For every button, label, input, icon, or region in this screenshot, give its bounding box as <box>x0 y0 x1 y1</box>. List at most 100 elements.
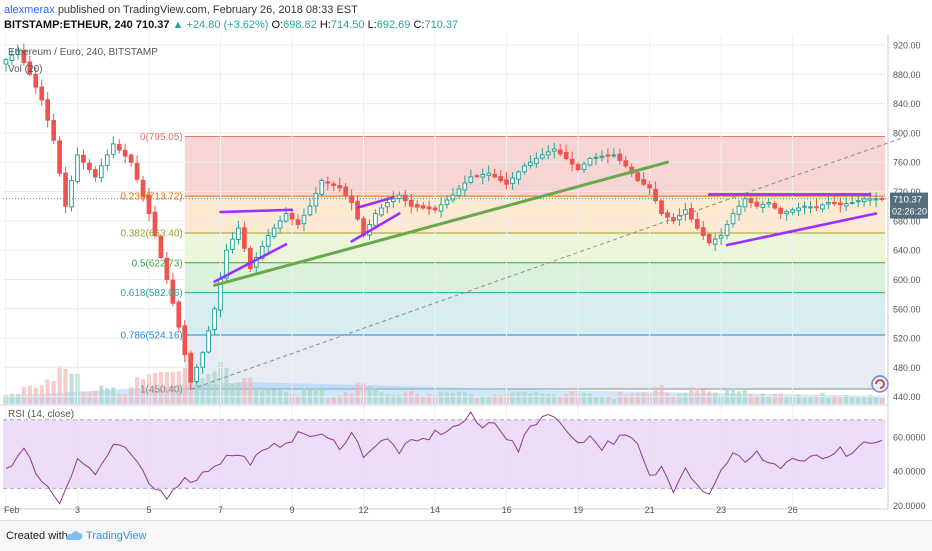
candle-body <box>33 73 39 88</box>
high-label: H: <box>319 19 331 31</box>
tradingview-brand[interactable]: TradingView <box>86 530 147 542</box>
candle-body <box>700 227 706 236</box>
fib-level-label: 0.786(524.16) <box>120 331 182 342</box>
volume-bar <box>421 396 426 404</box>
rsi-tick-label: 40.0000 <box>893 467 926 477</box>
candle-body <box>831 201 837 205</box>
volume-bar <box>796 394 801 404</box>
fibonacci-labels: 0(795.05) 0.236(713.72) 0.382(663.40) 0.5(6… <box>120 132 182 396</box>
candle-body <box>194 366 200 382</box>
replay-icon[interactable] <box>871 375 889 393</box>
time-axis[interactable]: Feb 3 5 7 9 12 14 16 19 21 23 26 <box>0 505 888 515</box>
volume-bar <box>170 371 175 404</box>
candle-body <box>182 325 188 356</box>
candle-body <box>665 212 670 218</box>
candle-body <box>313 192 319 207</box>
volume-bar <box>736 391 742 404</box>
volume-bar <box>516 392 521 404</box>
candle-body <box>563 151 569 160</box>
candle-body <box>814 206 819 209</box>
price-candles[interactable] <box>3 43 885 390</box>
volume-bars <box>3 362 885 404</box>
volume-bar <box>242 377 247 404</box>
candle-body <box>146 194 152 215</box>
time-tick-label: 21 <box>645 505 655 515</box>
volume-bar <box>850 396 855 404</box>
time-tick-label: Feb <box>4 505 20 515</box>
volume-bar <box>689 387 694 404</box>
candle-body <box>647 184 652 189</box>
volume-bar <box>135 377 140 404</box>
candle-body <box>516 171 521 180</box>
volume-bar <box>570 391 575 404</box>
candle-body <box>414 204 420 208</box>
volume-bar <box>33 387 38 404</box>
volume-bar <box>587 393 593 404</box>
price-change: +24.80 (+3.62%) <box>186 19 269 31</box>
candle-body <box>611 154 617 157</box>
candle-body <box>587 158 593 166</box>
volume-bar <box>63 368 68 404</box>
candle-body <box>635 172 641 182</box>
candle-body <box>778 207 784 215</box>
author-link[interactable]: alexmerax <box>4 4 55 16</box>
volume-bar <box>444 392 450 404</box>
volume-ma-area <box>3 382 885 404</box>
volume-bar <box>313 388 318 404</box>
candle-body <box>808 206 813 209</box>
candle-body <box>510 177 515 184</box>
candle-body <box>87 162 92 171</box>
candle-body <box>474 175 480 178</box>
volume-bar <box>641 392 646 404</box>
candle-body <box>51 120 57 141</box>
fib-zone <box>184 335 885 390</box>
purple-trendline <box>213 242 288 283</box>
candle-body <box>742 198 748 208</box>
candle-body <box>295 219 301 225</box>
candle-body <box>802 205 807 208</box>
volume-bar <box>325 398 330 404</box>
candle-body <box>176 301 182 328</box>
candle-body <box>528 161 533 167</box>
low-label: L: <box>367 19 377 31</box>
price-axis[interactable]: 920.00 880.00 840.00 800.00 760.00 720.00 680.… <box>887 34 926 511</box>
rsi-label: RSI (14, close) <box>8 409 74 420</box>
volume-bar <box>665 392 670 404</box>
candle-body <box>677 214 682 221</box>
trendlines[interactable] <box>3 136 907 390</box>
chart-area[interactable]: 0(795.05) 0.236(713.72) 0.382(663.40) 0.5(6… <box>0 34 932 520</box>
volume-bar <box>623 394 628 404</box>
candle-body <box>98 165 104 179</box>
candle-body <box>116 144 122 151</box>
volume-bar <box>409 391 414 404</box>
footer: Created with TradingView <box>0 520 932 551</box>
candle-body <box>21 49 27 64</box>
volume-bar <box>129 387 134 404</box>
fibonacci-retracement[interactable] <box>184 136 885 390</box>
volume-bar <box>105 388 110 404</box>
volume-bar <box>45 379 50 404</box>
candle-body <box>581 163 587 170</box>
volume-bar <box>355 382 360 404</box>
volume-bar <box>164 372 169 404</box>
volume-bar <box>772 393 777 404</box>
time-tick-label: 5 <box>146 505 151 515</box>
volume-bar <box>552 394 557 404</box>
volume-bar <box>87 392 92 404</box>
candle-body <box>462 182 468 191</box>
time-tick-label: 16 <box>502 505 512 515</box>
volume-bar <box>462 392 467 404</box>
rsi-tick-label: 60.0000 <box>893 432 926 442</box>
price-tick-label: 560.00 <box>893 304 921 314</box>
rsi-tick-label: 20.0000 <box>893 501 926 511</box>
rsi-pane[interactable] <box>0 404 888 505</box>
volume-bar <box>766 397 771 404</box>
volume-bar <box>605 396 610 404</box>
tradingview-logo-icon[interactable] <box>64 527 84 543</box>
low-value: 692.69 <box>376 19 411 31</box>
volume-bar <box>15 393 20 404</box>
volume-bar <box>671 396 676 404</box>
fib-level-label: 0.382(663.40) <box>120 228 182 239</box>
candle-body <box>134 162 140 180</box>
volume-bar <box>528 393 533 404</box>
